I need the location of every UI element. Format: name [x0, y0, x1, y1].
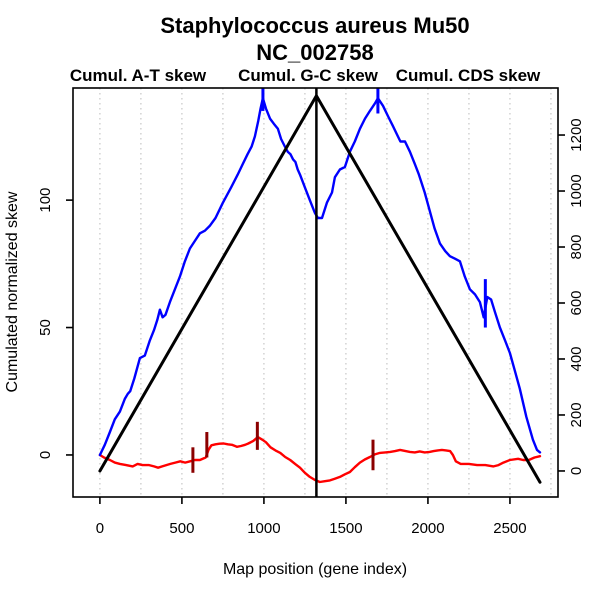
chart-title-line1: Staphylococcus aureus Mu50 — [160, 13, 469, 38]
series-line-cumul-g-c-skew — [98, 96, 542, 457]
x-tick-label: 1500 — [329, 520, 362, 537]
x-tick-label: 1000 — [247, 520, 280, 537]
x-tick-label: 2500 — [493, 520, 526, 537]
y-right-tick-label: 600 — [568, 290, 585, 315]
y-right-tick-label: 800 — [568, 234, 585, 259]
y-axis-label: Cumulated normalized skew — [4, 191, 21, 392]
legend-gc-skew: Cumul. G-C skew — [238, 66, 379, 85]
x-tick-label: 500 — [169, 520, 194, 537]
x-tick-label: 2000 — [411, 520, 444, 537]
marker-layer — [191, 88, 487, 497]
legend-cds-skew: Cumul. CDS skew — [396, 66, 541, 85]
y-left-tick-label: 0 — [37, 451, 54, 459]
legend-at-skew: Cumul. A-T skew — [70, 66, 207, 85]
axis-layer: 0 500 1000 1500 2000 250005010002004006008001… — [37, 118, 585, 537]
y-right-tick-label: 1200 — [568, 118, 585, 151]
x-tick-label: 0 — [96, 520, 104, 537]
gridline-layer — [99, 88, 552, 497]
y-right-tick-label: 0 — [568, 467, 585, 475]
chart-title-line2: NC_002758 — [256, 40, 373, 65]
y-right-tick-label: 1000 — [568, 174, 585, 207]
y-right-tick-label: 400 — [568, 346, 585, 371]
series-line-cumul-cds-skew — [98, 94, 542, 484]
x-axis-label: Map position (gene index) — [223, 561, 407, 578]
y-right-tick-label: 200 — [568, 402, 585, 427]
y-left-tick-label: 100 — [37, 188, 54, 213]
series-layer — [98, 94, 542, 484]
series-line-cumul-a-t-skew — [98, 435, 542, 484]
y-left-tick-label: 50 — [37, 319, 54, 336]
plot-frame — [72, 87, 559, 498]
